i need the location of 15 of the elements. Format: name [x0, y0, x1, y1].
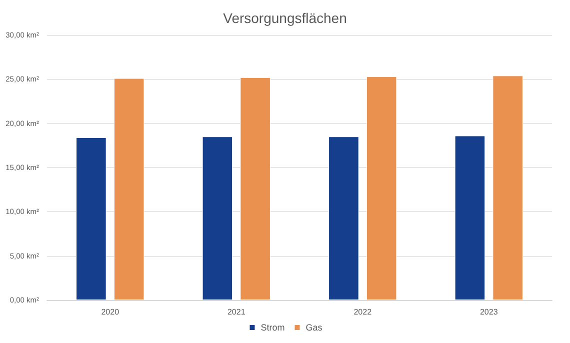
x-tick-label: 2022: [354, 308, 372, 316]
legend-label: Gas: [306, 322, 323, 332]
bar: [76, 137, 106, 300]
chart-title: Versorgungsflächen: [223, 10, 347, 26]
bar: [454, 136, 486, 300]
x-tick-label: 2020: [101, 308, 120, 316]
bar: [492, 76, 523, 300]
x-tick-label: 2021: [227, 308, 246, 316]
bar: [366, 76, 397, 300]
bar: [240, 77, 270, 300]
bar: [114, 78, 144, 300]
bar: [202, 136, 233, 300]
bar: [328, 136, 359, 300]
x-tick-label: 2023: [480, 308, 498, 316]
legend-label: Strom: [260, 322, 285, 332]
